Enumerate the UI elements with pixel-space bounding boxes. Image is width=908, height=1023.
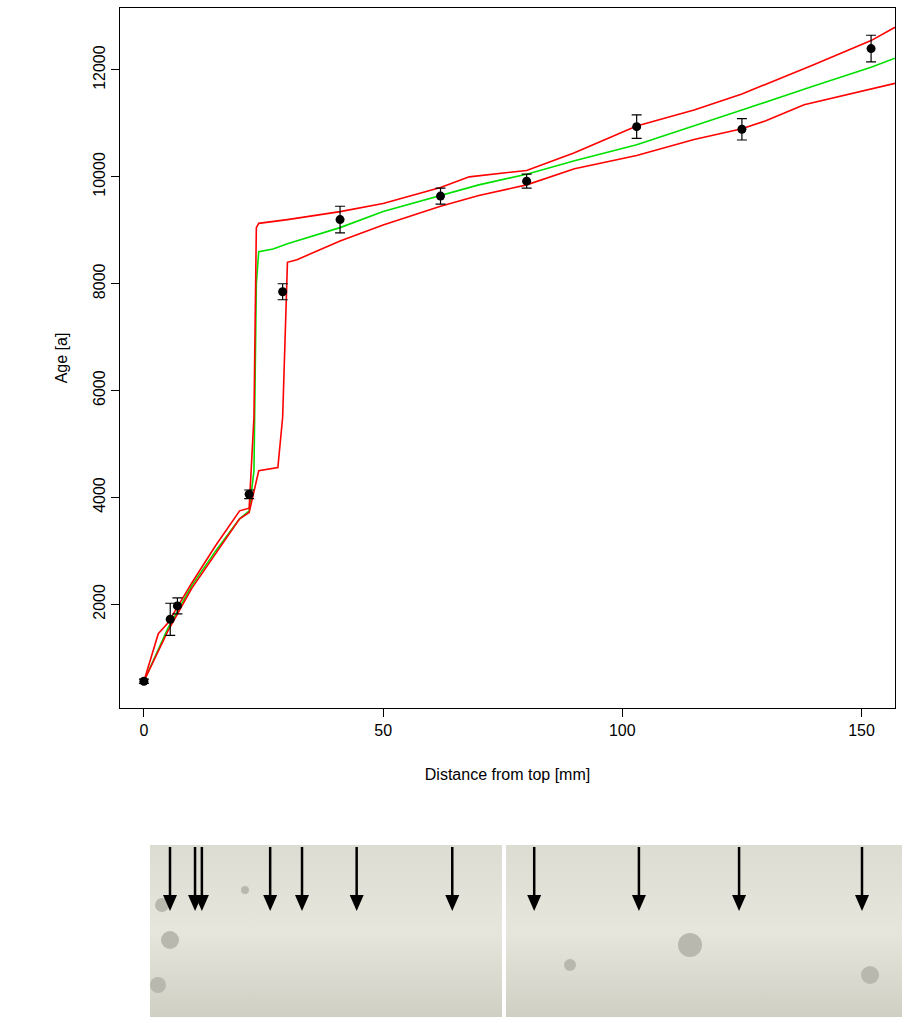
svg-text:10000: 10000 [91, 152, 108, 197]
svg-text:Age [a]: Age [a] [53, 333, 70, 384]
svg-text:0: 0 [139, 722, 148, 739]
svg-text:50: 50 [374, 722, 392, 739]
svg-text:150: 150 [848, 722, 875, 739]
svg-text:100: 100 [609, 722, 636, 739]
svg-text:Distance from top [mm]: Distance from top [mm] [425, 766, 590, 783]
svg-text:4000: 4000 [91, 477, 108, 513]
svg-text:2000: 2000 [91, 584, 108, 620]
svg-text:8000: 8000 [91, 263, 108, 299]
svg-text:12000: 12000 [91, 45, 108, 90]
svg-text:6000: 6000 [91, 370, 108, 406]
